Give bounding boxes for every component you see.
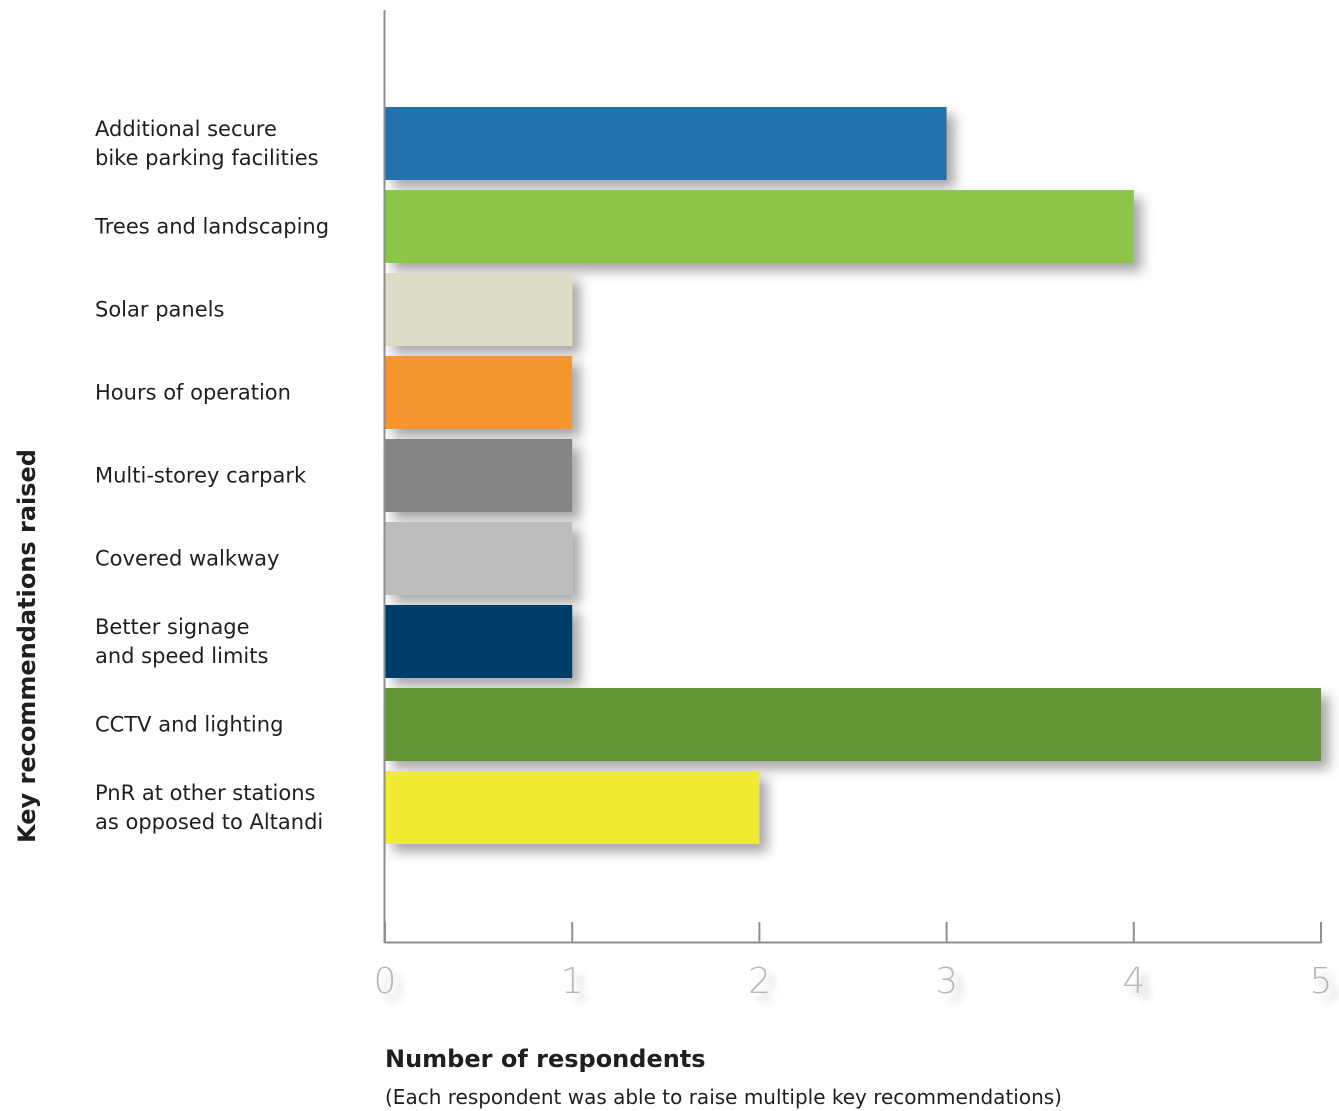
category-label-line: and speed limits xyxy=(95,644,268,668)
x-axis-note: (Each respondent was able to raise multi… xyxy=(385,1085,1062,1109)
category-label-line: Better signage xyxy=(95,615,250,639)
bar-0 xyxy=(385,107,947,180)
x-axis-title: Number of respondents xyxy=(385,1045,706,1073)
y-axis-title: Key recommendations raised xyxy=(13,449,41,843)
category-label-3: Hours of operation xyxy=(95,381,291,405)
x-tick-label-0: 0 xyxy=(374,961,397,1002)
bar-4 xyxy=(385,439,573,512)
category-label-line: Trees and landscaping xyxy=(94,215,329,239)
category-label-8: PnR at other stations as opposed to Altan… xyxy=(95,781,323,834)
category-label-line: Covered walkway xyxy=(95,547,279,571)
category-label-6: Better signage and speed limits xyxy=(95,615,268,668)
bar-6 xyxy=(385,605,573,678)
bar-2 xyxy=(385,273,573,346)
x-tick-label-3: 3 xyxy=(935,961,958,1002)
category-label-line: PnR at other stations xyxy=(95,781,315,805)
category-label-4: Multi-storey carpark xyxy=(95,464,307,488)
bar-8 xyxy=(385,771,760,844)
category-label-2: Solar panels xyxy=(95,298,224,322)
category-label-1: Trees and landscaping xyxy=(94,215,329,239)
category-label-line: Hours of operation xyxy=(95,381,291,405)
bar-7 xyxy=(385,688,1321,761)
bar-3 xyxy=(385,356,573,429)
bars-layer xyxy=(385,107,1321,844)
category-label-line: CCTV and lighting xyxy=(95,713,283,737)
x-tick-label-1: 1 xyxy=(561,961,584,1002)
x-tick-label-2: 2 xyxy=(748,961,771,1002)
x-axis-ticks: 0 1 2 3 4 5 xyxy=(374,922,1333,1002)
category-label-5: Covered walkway xyxy=(95,547,279,571)
category-label-line: as opposed to Altandi xyxy=(95,810,323,834)
bar-5 xyxy=(385,522,573,595)
category-label-line: bike parking facilities xyxy=(95,146,319,170)
category-label-line: Multi-storey carpark xyxy=(95,464,307,488)
category-labels: Additional secure bike parking facilities… xyxy=(94,117,329,834)
category-label-line: Additional secure xyxy=(95,117,277,141)
category-label-7: CCTV and lighting xyxy=(95,713,283,737)
category-label-0: Additional secure bike parking facilities xyxy=(95,117,319,170)
bar-1 xyxy=(385,190,1134,263)
category-label-line: Solar panels xyxy=(95,298,224,322)
x-tick-label-5: 5 xyxy=(1310,961,1333,1002)
x-tick-label-4: 4 xyxy=(1122,961,1145,1002)
